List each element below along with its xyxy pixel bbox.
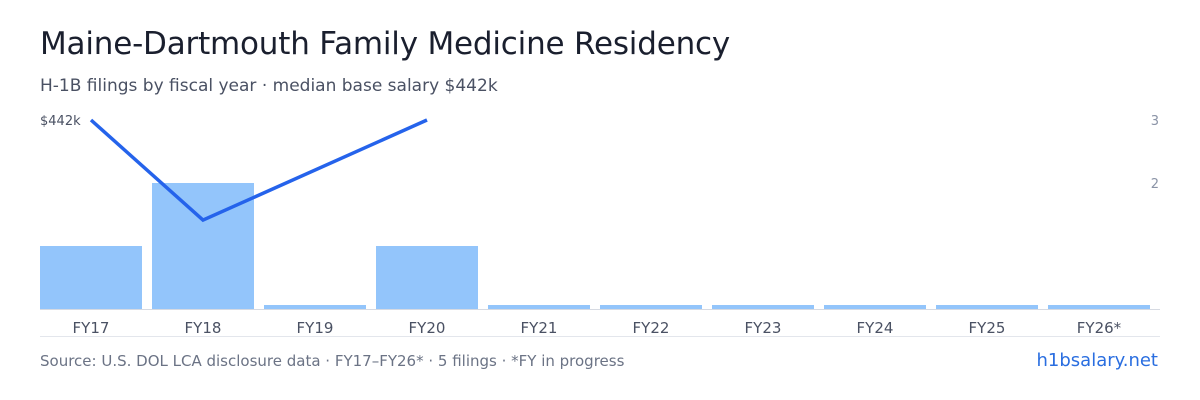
bar-fy26-star (1048, 305, 1150, 309)
bar-fy23 (712, 305, 814, 309)
bar-fy18 (152, 183, 254, 309)
left-axis-tick-label: $442k (40, 114, 81, 129)
chart-title: Maine-Dartmouth Family Medicine Residenc… (40, 26, 731, 62)
bars-group (40, 183, 1150, 309)
x-tick-label: FY18 (185, 319, 222, 337)
bar-fy19 (264, 305, 366, 309)
bar-fy17 (40, 246, 142, 309)
salary-line-group (89, 118, 428, 223)
brand-link[interactable]: h1bsalary.net (1036, 350, 1158, 371)
x-tick-label: FY25 (969, 319, 1006, 337)
x-tick-label: FY17 (73, 319, 110, 337)
bar-fy20 (376, 246, 478, 309)
x-tick-label: FY20 (409, 319, 446, 337)
source-note: Source: U.S. DOL LCA disclosure data · F… (40, 352, 625, 370)
salary-line (89, 118, 428, 223)
x-tick-label: FY19 (297, 319, 334, 337)
x-tick-label: FY21 (521, 319, 558, 337)
left-axis: $442k (40, 114, 81, 129)
x-tick-labels: FY17 FY18 FY19 FY20 FY21 FY22 FY23 FY24 FY25 FY26… (73, 319, 1122, 337)
x-tick-label: FY24 (857, 319, 894, 337)
bar-fy24 (824, 305, 926, 309)
x-tick-label: FY22 (633, 319, 670, 337)
bar-fy25 (936, 305, 1038, 309)
x-tick-label: FY23 (745, 319, 782, 337)
x-tick-label: FY26* (1077, 319, 1122, 337)
bar-fy21 (488, 305, 590, 309)
chart-subtitle: H-1B filings by fiscal year · median bas… (40, 76, 498, 96)
bar-fy22 (600, 305, 702, 309)
right-axis-tick-label: 3 (1151, 114, 1159, 129)
right-axis: 23 (1151, 114, 1159, 192)
right-axis-tick-label: 2 (1151, 177, 1159, 192)
